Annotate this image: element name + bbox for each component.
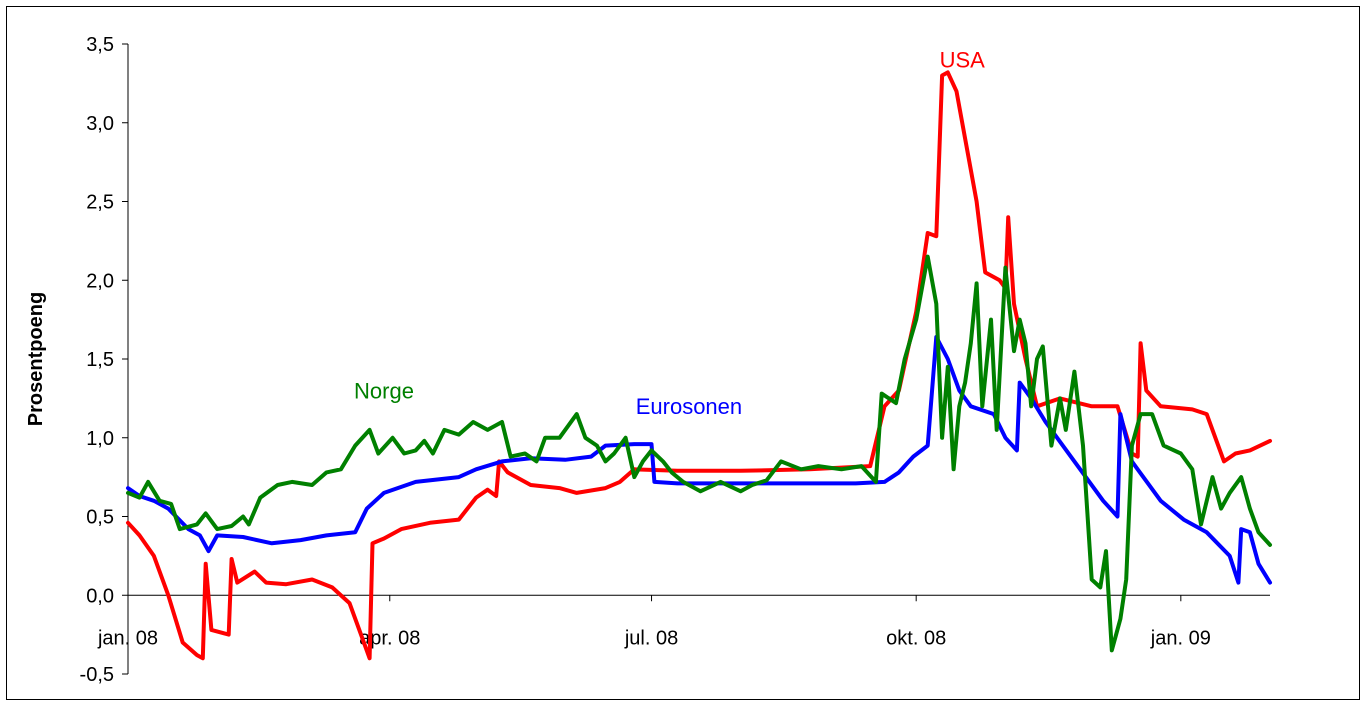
x-tick-label: okt. 08 bbox=[886, 627, 946, 649]
y-tick-label: 2,0 bbox=[86, 270, 114, 292]
series-line-norge bbox=[126, 254, 1272, 653]
x-tick-label: jan. 09 bbox=[1150, 627, 1211, 649]
y-tick-label: 1,5 bbox=[86, 349, 114, 371]
axes: -0,5 0,0 0,5 1,0 1,5 2,0 2,5 3,0 3,5 jan. 08 apr. … bbox=[80, 34, 1270, 686]
y-tick-label: 0,5 bbox=[86, 507, 114, 529]
x-tick-label: jul. 08 bbox=[624, 627, 678, 649]
series-group bbox=[126, 70, 1272, 661]
series-label-usa: USA bbox=[940, 48, 986, 73]
labels-group: USA Norge Eurosonen bbox=[354, 48, 985, 420]
y-tick-label: 2,5 bbox=[86, 192, 114, 214]
x-tick-label: jan. 08 bbox=[97, 627, 158, 649]
series-line-usa bbox=[126, 70, 1272, 661]
series-line-eurosonen bbox=[126, 335, 1272, 585]
y-tick-label: 3,5 bbox=[86, 34, 114, 56]
y-tick-label: -0,5 bbox=[80, 664, 114, 686]
y-tick-label: 1,0 bbox=[86, 428, 114, 450]
chart-frame bbox=[6, 6, 1360, 700]
y-tick-label: 0,0 bbox=[86, 585, 114, 607]
series-label-norge: Norge bbox=[354, 378, 414, 403]
series-label-eurosonen: Eurosonen bbox=[636, 394, 742, 419]
y-axis-title: Prosentpoeng bbox=[25, 292, 47, 426]
x-tick-label: apr. 08 bbox=[359, 627, 420, 649]
y-tick-label: 3,0 bbox=[86, 113, 114, 135]
